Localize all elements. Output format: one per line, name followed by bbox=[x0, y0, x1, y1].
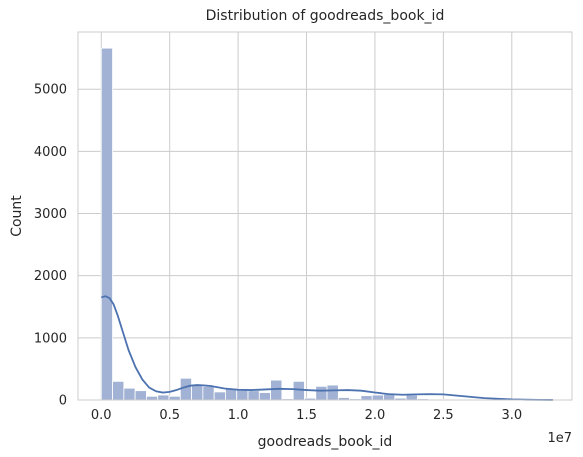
histogram-bar bbox=[247, 390, 260, 401]
y-tick-labels: 0 1000 2000 3000 4000 5000 bbox=[34, 83, 67, 409]
x-axis-label: goodreads_book_id bbox=[258, 434, 393, 450]
y-axis-label: Count bbox=[9, 195, 25, 237]
x-tick-label: 2.5 bbox=[433, 408, 454, 423]
histogram-bar bbox=[405, 394, 418, 401]
x-tick-label: 2.0 bbox=[365, 408, 386, 423]
histogram-bar bbox=[213, 391, 226, 401]
y-tick-label: 5000 bbox=[34, 83, 67, 98]
histogram-bar bbox=[191, 384, 204, 401]
histogram-bar bbox=[100, 47, 113, 401]
histogram-bar bbox=[258, 392, 272, 401]
histogram-bar bbox=[371, 394, 384, 401]
chart-title: Distribution of goodreads_book_id bbox=[206, 8, 445, 24]
plot-frame bbox=[77, 31, 573, 401]
histogram-bar bbox=[123, 387, 136, 401]
histogram-bar bbox=[157, 394, 170, 401]
y-tick-label: 3000 bbox=[34, 207, 67, 222]
histogram-bar bbox=[360, 395, 373, 401]
x-tick-label: 0.0 bbox=[91, 408, 112, 423]
histogram-bar bbox=[236, 389, 249, 401]
histogram-bar bbox=[179, 377, 192, 401]
x-tick-label: 3.0 bbox=[501, 408, 522, 423]
x-tick-labels: 0.0 0.5 1.0 1.5 2.0 2.5 3.0 bbox=[91, 408, 522, 423]
y-tick-label: 4000 bbox=[34, 145, 67, 160]
histogram-bar bbox=[326, 384, 339, 401]
histogram-bar bbox=[315, 385, 328, 401]
x-axis-offset-label: 1e7 bbox=[547, 431, 572, 446]
x-tick-label: 1.5 bbox=[296, 408, 317, 423]
histogram-bar bbox=[202, 385, 215, 401]
y-tick-label: 2000 bbox=[34, 269, 67, 284]
kde-curve bbox=[101, 295, 553, 401]
histogram-bar bbox=[383, 394, 396, 401]
y-tick-label: 0 bbox=[59, 394, 67, 409]
y-tick-label: 1000 bbox=[34, 331, 67, 346]
histogram-bar bbox=[134, 390, 147, 401]
histogram-bar bbox=[270, 379, 283, 401]
histogram-bar bbox=[112, 380, 125, 401]
histogram-bar bbox=[146, 395, 159, 401]
x-tick-label: 0.5 bbox=[159, 408, 180, 423]
x-tick-label: 1.0 bbox=[228, 408, 249, 423]
histogram-bar bbox=[168, 395, 181, 401]
